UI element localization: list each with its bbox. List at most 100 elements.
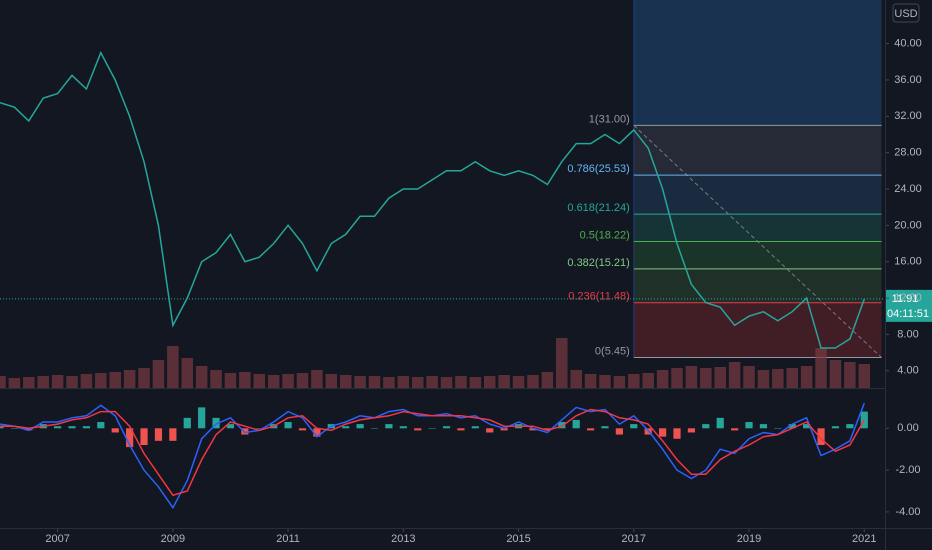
macd-histogram-bar [774,428,782,429]
volume-bar [23,377,35,388]
volume-bar [267,375,280,388]
macd-histogram-bar [615,428,623,435]
volume-bar [339,375,352,388]
y-tick-label: 8.00 [897,328,918,340]
macd-histogram-bar [687,428,696,433]
fib-label: 0.618(21.24) [567,202,629,214]
macd-line [0,408,865,497]
macd-histogram-bar [82,426,91,429]
y-tick-label: 4.00 [897,365,918,377]
macd-histogram-bar [529,428,537,431]
volume-bar [440,377,453,388]
countdown: 04:11:51 [887,308,929,320]
y-tick-label: 28.00 [894,147,922,159]
volume-bar [599,375,611,388]
macd-histogram-bar [788,424,796,429]
volume-bar [685,366,698,388]
macd-histogram-bar [716,417,724,429]
macd-histogram-bar [226,424,235,429]
volume-bar [642,373,654,388]
macd-histogram-bar [486,428,494,433]
y-tick-label: 24.00 [894,183,922,195]
volume-bar [584,374,597,388]
macd-histogram-bar [356,424,364,429]
macd-histogram-bar [673,428,681,439]
volume-bar [512,376,525,388]
fib-label: 0(5.45) [595,345,630,357]
macd-histogram-bar [342,426,350,429]
y-tick-label: -4.00 [895,506,920,518]
volume-bar [152,360,165,388]
macd-histogram-bar [0,426,4,429]
macd-histogram-bar [500,428,508,431]
currency[interactable]: USD [894,8,917,20]
volume-bar [80,374,93,388]
x-tick-label: 2007 [45,533,69,545]
volume-bar [469,377,482,388]
y-tick-label: 36.00 [894,74,922,86]
volume-bar [714,367,726,388]
macd-histogram-bar [97,422,105,429]
volume-bar [815,348,827,388]
fib-label: 0.5(18.22) [580,229,630,241]
macd-histogram-bar [846,424,854,429]
fib-label: 0.382(15.21) [567,257,629,269]
fib-zone [633,175,882,215]
volume-bar [527,375,539,388]
macd-histogram-bar [586,428,595,431]
last-price-label: 11.91 [892,293,919,305]
macd-histogram-bar [745,422,753,429]
macd-histogram-bar [572,419,580,429]
volume-bar [383,377,395,388]
x-tick-label: 2021 [852,533,876,545]
currency-button[interactable] [892,3,920,23]
volume-bar [224,373,237,388]
volume-bar [743,366,755,388]
macd-histogram-bar [68,426,76,429]
volume-bar [455,376,467,388]
volume-bar [195,366,208,388]
x-tick-label: 2017 [622,533,646,545]
macd-histogram-bar [169,428,177,441]
macd-histogram-bar [198,407,206,429]
volume-bar [368,376,381,388]
volume-bar [397,376,410,388]
volume-bar [829,360,842,388]
volume-bar [844,362,856,388]
fib-label: 0.786(25.53) [567,163,629,175]
volume-bar [411,377,424,388]
volume-bar [656,370,669,388]
macd-histogram-bar [54,426,62,429]
macd-histogram-bar [212,417,220,429]
volume-bar [613,376,626,388]
last-price-tag [886,289,932,322]
volume-bar [556,338,568,388]
volume-bar [483,376,496,388]
price-line [0,50,866,349]
volume-bar [325,374,338,388]
volume-bar [51,375,64,388]
volume-bar [541,372,554,388]
volume-bar [167,346,179,388]
x-tick-label: 2015 [506,533,530,545]
y-tick-label: -2.00 [895,464,920,476]
volume-bar [95,373,107,388]
fib-label: 1(31.00) [589,113,630,125]
macd-histogram-bar [154,428,163,441]
volume-bar [354,376,366,388]
volume-bar [800,366,813,388]
macd-histogram-bar [385,424,393,429]
volume-bar [786,368,798,388]
volume-bar [426,376,438,388]
volume-bar [311,370,323,388]
macd-histogram-bar [658,428,667,437]
macd-histogram-bar [630,424,638,429]
macd-histogram-bar [284,422,292,429]
x-tick-label: 2011 [276,533,300,545]
volume-bar [181,358,194,388]
macd-histogram-bar [442,426,451,429]
volume-bar [700,368,712,388]
macd-histogram-bar [731,428,739,431]
macd-histogram-bar [601,426,609,429]
volume-bar [8,378,21,388]
